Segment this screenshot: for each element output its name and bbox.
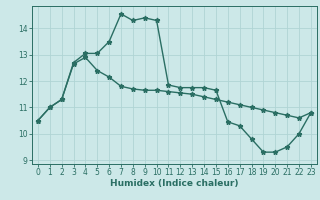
- X-axis label: Humidex (Indice chaleur): Humidex (Indice chaleur): [110, 179, 239, 188]
